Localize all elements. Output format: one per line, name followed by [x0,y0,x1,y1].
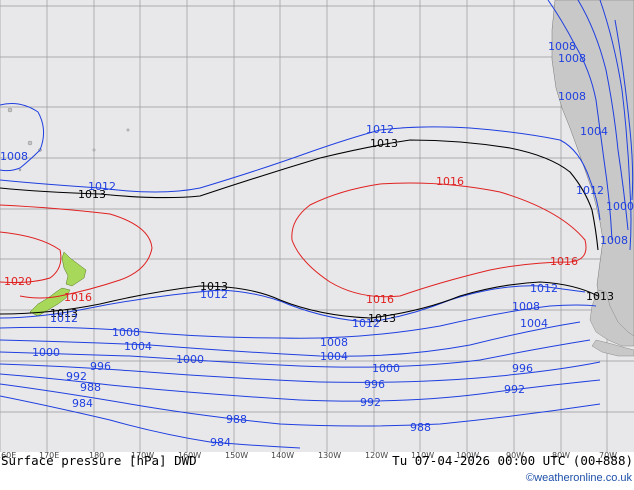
isobar-sa-996 [614,19,634,201]
label-1013-f: 1013 [586,290,614,303]
isobars-blue [0,0,634,449]
map-title: Surface pressure [hPa] DWD [1,453,197,468]
lon-label: 100W [456,451,479,460]
label-1008-sa3: 1008 [558,90,586,103]
lon-label: 170E [39,451,59,460]
label-1004-sa: 1004 [580,125,608,138]
label-1013-c: 1013 [50,307,78,320]
isobar-1012-north [0,126,601,221]
label-988-c: 988 [410,421,431,434]
lon-label: 170W [131,451,154,460]
isobar-1016-central [291,182,587,298]
label-1008-c: 1008 [512,300,540,313]
label-1012-a: 1012 [88,180,116,193]
lon-label: 80W [552,451,570,460]
lon-label: 70W [599,451,617,460]
isobar-1000 [0,339,591,368]
label-1008-nw: 1008 [0,150,28,163]
site-credit[interactable]: ©weatheronline.co.uk [526,472,632,484]
label-1013-a: 1013 [78,188,106,201]
label-1012-d: 1012 [200,288,228,301]
label-1013-e: 1013 [368,312,396,325]
isobar-1013-south [0,281,599,319]
label-1008-b: 1008 [320,336,348,349]
isobar-996 [0,361,601,383]
label-1004-a: 1004 [124,340,152,353]
label-1012-sa: 1012 [576,184,604,197]
isobar-1004 [0,321,581,357]
map-footer: Surface pressure [hPa] DWD Tu 07-04-2026… [0,451,634,469]
label-1016-c: 1016 [366,293,394,306]
ocean-background [0,0,634,452]
label-1000-b: 1000 [176,353,204,366]
lon-label: 130W [318,451,341,460]
label-1016-nz: 1016 [64,291,92,304]
map-datetime: Tu 07-04-2026 00:00 UTC (00+888) [392,453,633,468]
label-1013-d: 1013 [200,280,228,293]
label-1008-a: 1008 [112,326,140,339]
isobar-1020 [0,231,62,283]
label-1013-b: 1013 [370,137,398,150]
label-1020: 1020 [4,275,32,288]
lon-label: 160W [178,451,201,460]
tierra-del-fuego [591,339,634,357]
isobar-sa-1008-a [547,0,613,241]
isobar-1013-north [0,139,599,251]
lon-label: 110W [411,451,434,460]
label-1012-c: 1012 [50,312,78,325]
isobar-1016-west [0,204,153,299]
label-1004-b: 1004 [320,350,348,363]
label-1012-f: 1012 [530,282,558,295]
label-988-b: 988 [226,413,247,426]
label-984-a: 984 [72,397,93,410]
label-1008-sa1: 1008 [548,40,576,53]
isobar-992 [0,373,601,402]
lon-label: 140W [271,451,294,460]
label-992-c: 992 [504,383,525,396]
label-988-a: 988 [80,381,101,394]
label-992-b: 992 [360,396,381,409]
lon-label: 160E [0,451,16,460]
label-1012-b: 1012 [366,123,394,136]
southern-chile-fjords [589,289,634,347]
isobar-984 [0,395,301,449]
isobar-labels: 1008 1012 1013 1012 1013 1016 1016 1016 … [0,40,634,449]
isobar-1008 [0,304,597,339]
label-996-c: 996 [512,362,533,375]
isobar-1012-south [0,285,586,323]
label-1012-e: 1012 [352,317,380,330]
label-996-b: 996 [364,378,385,391]
label-984-b: 984 [210,436,231,449]
isobars-1013 [0,139,599,319]
label-1008-sa2: 1008 [558,52,586,65]
isobar-sa-1000 [599,0,632,251]
isobar-988 [0,383,601,427]
isobar-1008-nw [0,103,44,172]
lon-label: 90W [506,451,524,460]
lon-label: 120W [365,451,388,460]
label-1004-c: 1004 [520,317,548,330]
lon-label: 180 [89,451,104,460]
label-1016-a: 1016 [436,175,464,188]
label-1008-sa4: 1008 [600,234,628,247]
longitude-labels: 160E 170E 180 170W 160W 150W 140W 130W 1… [0,451,617,460]
label-1000-a: 1000 [32,346,60,359]
label-996-a: 996 [90,360,111,373]
isobar-sa-1004 [577,0,629,231]
label-992-a: 992 [66,370,87,383]
new-zealand-north-island [61,251,87,287]
isobars-red [0,182,587,299]
label-1000-sa: 1000 [606,200,634,213]
label-1000-c: 1000 [372,362,400,375]
label-1016-b: 1016 [550,255,578,268]
lon-label: 150W [225,451,248,460]
